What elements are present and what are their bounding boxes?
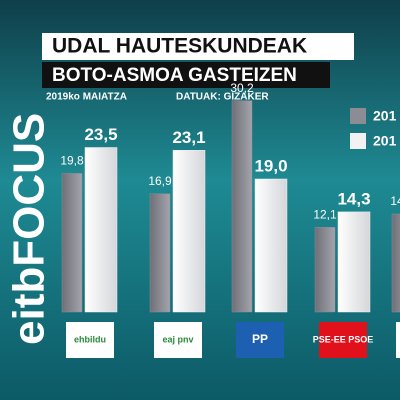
title-box	[42, 33, 354, 60]
bar	[254, 178, 288, 313]
party-logo	[66, 322, 114, 358]
value-label: 30,2	[230, 81, 254, 95]
party-logo	[319, 322, 367, 358]
bar	[391, 213, 400, 313]
bar	[314, 227, 336, 313]
subtitle-box	[42, 62, 330, 88]
value-label: 23,1	[172, 128, 205, 147]
bar	[61, 173, 83, 313]
party-logo	[236, 322, 284, 358]
legend-label: 201	[373, 133, 397, 149]
x-tick-label: PP	[252, 332, 268, 346]
value-label: 12,1	[313, 207, 337, 221]
bar	[84, 147, 118, 313]
value-label: 23,5	[84, 125, 117, 144]
value-label: 16,9	[148, 174, 172, 188]
x-tick-label: eaj pnv	[162, 334, 193, 344]
date: 2019ko MAIATZA	[46, 92, 127, 103]
chart-title: UDAL HAUTESKUNDEAK	[52, 35, 307, 58]
bar	[231, 100, 253, 313]
bar	[172, 150, 206, 313]
party-logo	[154, 322, 202, 358]
brand: eitbFOCUS	[5, 113, 54, 345]
legend-label: 201	[373, 108, 397, 124]
bar	[149, 193, 171, 313]
chart-subtitle: BOTO-ASMOA GASTEIZEN	[52, 65, 297, 86]
value-label: 14,0	[390, 194, 400, 208]
party-logo	[396, 322, 400, 358]
source: DATUAK: GIZAKER	[176, 92, 269, 103]
x-tick-label: ehbildu	[74, 334, 106, 344]
value-label: 19,0	[254, 156, 287, 175]
value-label: 14,3	[337, 189, 370, 208]
legend-swatch	[350, 108, 366, 124]
legend-swatch	[350, 133, 366, 149]
bar	[337, 211, 371, 313]
x-tick-label: PSE-EE PSOE	[313, 334, 374, 344]
value-label: 19,8	[60, 154, 84, 168]
